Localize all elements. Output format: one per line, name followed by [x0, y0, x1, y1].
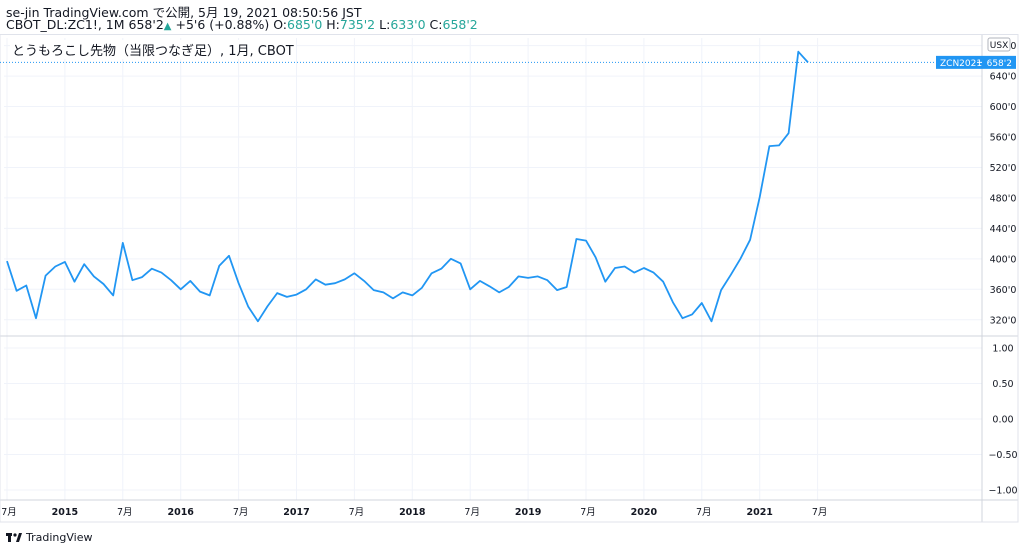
currency-label: USX	[990, 41, 1008, 51]
y-tick-label: 360'0	[990, 285, 1017, 296]
change-value: +5'6 (+0.88%)	[175, 17, 270, 32]
x-tick-label: 7月	[233, 507, 249, 518]
x-tick-label: 2021	[746, 507, 772, 518]
x-tick-label: 7月	[696, 507, 712, 518]
chart-frame	[0, 34, 1019, 523]
close-label: C:	[429, 17, 443, 32]
x-tick-label: 7月	[580, 507, 596, 518]
x-tick-label: 7月	[464, 507, 480, 518]
currency-box[interactable]	[987, 37, 1011, 52]
x-tick-label: 2015	[52, 507, 78, 518]
sub-y-tick-label: 1.00	[992, 344, 1013, 355]
x-tick-label: 7月	[117, 507, 133, 518]
y-tick-label: 560'0	[990, 133, 1017, 144]
sub-y-tick-label: −1.00	[988, 486, 1017, 497]
y-tick-label: 400'0	[990, 254, 1017, 265]
chart-area[interactable]: 320'0 360'0 400'0 440'0 480'0 520'0 560'0 600'0…	[0, 34, 1024, 534]
x-tick-label: 2016	[167, 507, 194, 518]
last-price-symbol: ZCN2021	[940, 59, 982, 69]
publish-info: se-jin TradingView.com で公開, 5月 19, 2021 …	[6, 5, 362, 20]
sub-y-tick-label: 0.00	[992, 415, 1013, 426]
y-tick-label: 440'0	[990, 224, 1017, 235]
x-tick-label: 2019	[515, 507, 541, 518]
high-value: 735'2	[339, 17, 376, 32]
price-chart-svg[interactable]: 320'0 360'0 400'0 440'0 480'0 520'0 560'0 600'0…	[0, 34, 1024, 534]
y-tick-label: 480'0	[990, 193, 1017, 204]
y-tick-label: 320'0	[990, 315, 1017, 326]
open-label: O:	[273, 17, 288, 32]
symbol-ohlc-bar: CBOT_DL:ZC1!, 1M 658'2▲ +5'6 (+0.88%) O:…	[6, 17, 478, 32]
y-tick-label: 600'0	[990, 102, 1017, 113]
price-series-line	[6, 50, 809, 323]
high-label: H:	[326, 17, 340, 32]
x-tick-label: 2020	[631, 507, 658, 518]
up-arrow-icon: ▲	[163, 21, 172, 32]
low-label: L:	[379, 17, 391, 32]
y-tick-label: 640'0	[990, 72, 1017, 83]
tradingview-logo-icon	[6, 532, 22, 542]
footer-brand[interactable]: TradingView	[26, 531, 93, 544]
last-price-value: 658'2	[987, 59, 1012, 69]
x-tick-label: 2017	[283, 507, 309, 518]
last-price-badge	[936, 55, 1016, 69]
x-tick-label: 7月	[812, 507, 828, 518]
y-tick-label: 520'0	[990, 163, 1017, 174]
x-tick-label: 7月	[1, 507, 17, 518]
symbol-label[interactable]: CBOT_DL:ZC1!, 1M 658'2	[6, 17, 164, 32]
close-value: 658'2	[442, 17, 478, 32]
sub-y-tick-label: 0.50	[992, 379, 1013, 390]
low-value: 633'0	[390, 17, 426, 32]
footer: TradingView	[6, 531, 92, 544]
chart-title: とうもろこし先物（当限つなぎ足）, 1月, CBOT	[10, 40, 296, 59]
open-value: 685'0	[287, 17, 323, 32]
x-tick-label: 7月	[349, 507, 365, 518]
sub-y-tick-label: −0.50	[988, 450, 1017, 461]
x-tick-label: 2018	[399, 507, 426, 518]
